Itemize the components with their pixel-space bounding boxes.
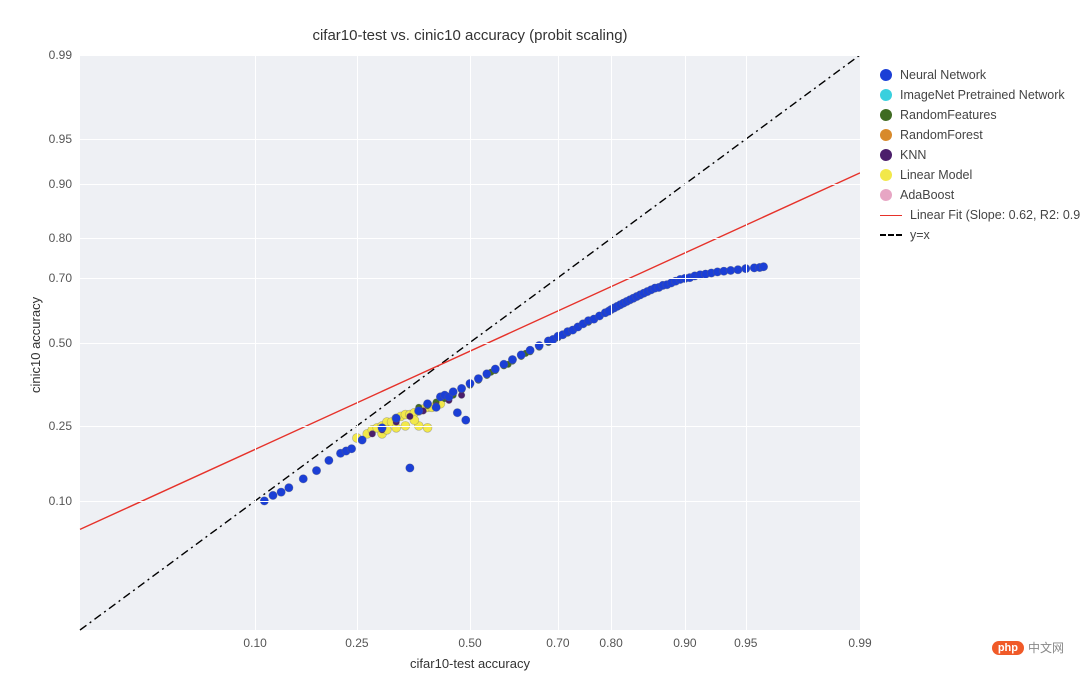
legend-label: RandomFeatures <box>900 108 997 122</box>
gridline-x <box>860 55 861 630</box>
x-tick-label: 0.99 <box>848 636 871 650</box>
y-tick-label: 0.25 <box>36 419 72 433</box>
x-tick-label: 0.25 <box>345 636 368 650</box>
legend-line-icon <box>880 234 902 236</box>
gridline-x <box>611 55 612 630</box>
data-point <box>517 351 525 359</box>
data-point <box>358 436 366 444</box>
legend-label: AdaBoost <box>900 188 954 202</box>
data-point <box>491 365 499 373</box>
chart-title: cifar10-test vs. cinic10 accuracy (probi… <box>80 27 860 44</box>
legend: Neural Network ImageNet Pretrained Networ… <box>880 65 1080 245</box>
watermark: php 中文网 <box>992 639 1064 656</box>
chart-container: cifar10-test vs. cinic10 accuracy (probi… <box>10 10 1070 660</box>
y-tick-label: 0.70 <box>36 271 72 285</box>
legend-label: Linear Model <box>900 168 972 182</box>
legend-item: ImageNet Pretrained Network <box>880 85 1080 105</box>
legend-marker-icon <box>880 109 892 121</box>
legend-item: RandomForest <box>880 125 1080 145</box>
legend-item: AdaBoost <box>880 185 1080 205</box>
legend-label: RandomForest <box>900 128 983 142</box>
x-tick-label: 0.70 <box>546 636 569 650</box>
legend-item: RandomFeatures <box>880 105 1080 125</box>
data-point <box>734 266 742 274</box>
legend-label: Linear Fit (Slope: 0.62, R2: 0.99) <box>910 208 1080 222</box>
x-tick-label: 0.50 <box>458 636 481 650</box>
legend-item: Linear Fit (Slope: 0.62, R2: 0.99) <box>880 205 1080 225</box>
data-point <box>415 407 423 415</box>
data-point <box>406 464 414 472</box>
data-point <box>347 445 355 453</box>
data-point <box>312 466 320 474</box>
y-tick-label: 0.99 <box>36 48 72 62</box>
legend-label: Neural Network <box>900 68 986 82</box>
data-point <box>299 475 307 483</box>
y-tick-label: 0.50 <box>36 336 72 350</box>
gridline-y <box>80 184 860 185</box>
data-point <box>325 456 333 464</box>
data-point <box>423 423 432 432</box>
legend-marker-icon <box>880 69 892 81</box>
y-tick-label: 0.10 <box>36 494 72 508</box>
legend-item: KNN <box>880 145 1080 165</box>
data-point <box>432 403 440 411</box>
gridline-x <box>746 55 747 630</box>
data-point <box>453 409 461 417</box>
gridline-y <box>80 238 860 239</box>
legend-marker-icon <box>880 129 892 141</box>
legend-marker-icon <box>880 169 892 181</box>
data-point <box>483 370 491 378</box>
data-point <box>474 374 482 382</box>
data-point <box>407 413 414 420</box>
legend-marker-icon <box>880 89 892 101</box>
gridline-y <box>80 343 860 344</box>
data-point <box>369 431 376 438</box>
data-point <box>500 360 508 368</box>
gridline-x <box>685 55 686 630</box>
data-point <box>526 346 534 354</box>
data-point <box>277 488 285 496</box>
data-point <box>759 263 767 271</box>
x-tick-label: 0.95 <box>734 636 757 650</box>
data-point <box>457 384 465 392</box>
data-point <box>508 355 516 363</box>
legend-item: y=x <box>880 225 1080 245</box>
legend-label: y=x <box>910 228 930 242</box>
legend-label: ImageNet Pretrained Network <box>900 88 1065 102</box>
legend-label: KNN <box>900 148 926 162</box>
data-point <box>449 388 457 396</box>
legend-item: Neural Network <box>880 65 1080 85</box>
data-point <box>285 484 293 492</box>
data-point <box>462 416 470 424</box>
gridline-y <box>80 278 860 279</box>
watermark-text: 中文网 <box>1028 639 1064 656</box>
data-point <box>392 414 400 422</box>
y-tick-label: 0.80 <box>36 231 72 245</box>
x-axis-label: cifar10-test accuracy <box>80 656 860 671</box>
watermark-badge: php <box>992 641 1024 655</box>
legend-item: Linear Model <box>880 165 1080 185</box>
legend-line-icon <box>880 215 902 216</box>
legend-marker-icon <box>880 189 892 201</box>
gridline-y <box>80 139 860 140</box>
plot-area <box>80 55 860 630</box>
x-tick-label: 0.90 <box>673 636 696 650</box>
gridline-y <box>80 55 860 56</box>
data-point <box>269 491 277 499</box>
legend-marker-icon <box>880 149 892 161</box>
x-tick-label: 0.10 <box>243 636 266 650</box>
y-tick-label: 0.90 <box>36 177 72 191</box>
y-tick-label: 0.95 <box>36 132 72 146</box>
x-tick-label: 0.80 <box>599 636 622 650</box>
data-point <box>423 400 431 408</box>
gridline-x <box>558 55 559 630</box>
